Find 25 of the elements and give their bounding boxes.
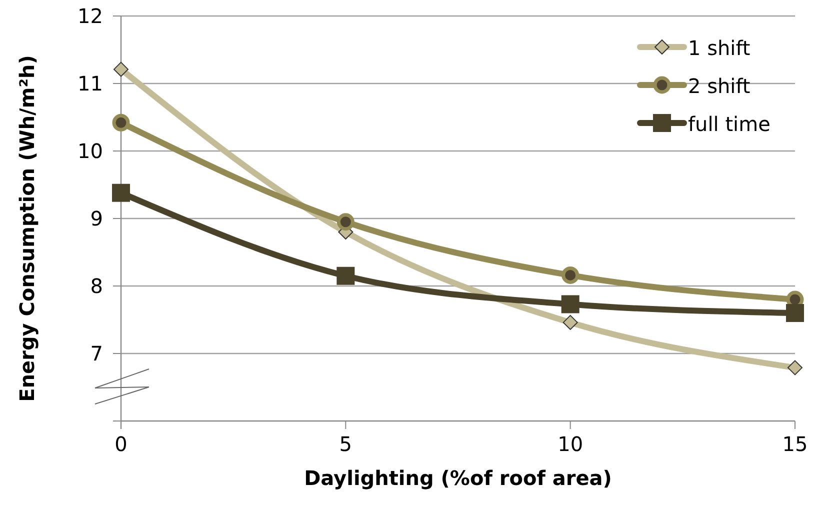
x-tick-label: 0 xyxy=(114,432,128,456)
legend-label: full time xyxy=(688,112,770,136)
y-tick-label: 8 xyxy=(90,274,103,298)
point xyxy=(562,314,578,330)
y-tick-label: 11 xyxy=(78,72,103,96)
point xyxy=(788,360,802,376)
y-axis-title: Energy Consumption (Wh/m²h) xyxy=(15,55,39,402)
point xyxy=(562,266,580,284)
point xyxy=(561,295,580,314)
y-tick-label: 7 xyxy=(90,342,103,366)
legend-label: 2 shift xyxy=(688,74,750,98)
point xyxy=(112,184,130,202)
y-tick-label: 12 xyxy=(78,4,103,28)
point xyxy=(114,62,128,77)
x-tick-label: 10 xyxy=(558,432,584,456)
point xyxy=(336,266,355,285)
legend-label: 1 shift xyxy=(688,36,750,60)
y-tick-label: 10 xyxy=(78,139,103,163)
point xyxy=(336,213,354,231)
x-tick-label: 15 xyxy=(782,432,808,456)
point xyxy=(112,114,130,132)
x-tick-label: 5 xyxy=(339,432,352,456)
y-tick-label: 9 xyxy=(90,206,103,230)
point xyxy=(786,304,804,322)
x-axis-title: Daylighting (%of roof area) xyxy=(304,466,612,490)
